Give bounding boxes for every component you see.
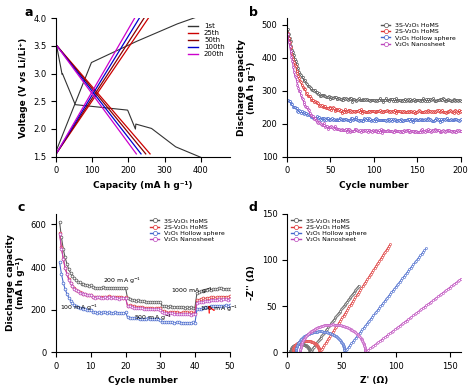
Text: a: a (25, 5, 33, 18)
Legend: 3S-V₂O₅ HoMS, 2S-V₂O₅ HoMS, V₂O₅ Hollow sphere, V₂O₅ Nanosheet: 3S-V₂O₅ HoMS, 2S-V₂O₅ HoMS, V₂O₅ Hollow … (149, 217, 227, 244)
Text: c: c (18, 201, 25, 214)
Text: 100 mA g$^{-1}$: 100 mA g$^{-1}$ (60, 303, 98, 313)
Text: d: d (249, 201, 258, 214)
Y-axis label: Voltage (V vs Li/Li⁺): Voltage (V vs Li/Li⁺) (18, 38, 27, 138)
Text: 200 mA g$^{-1}$: 200 mA g$^{-1}$ (103, 276, 141, 286)
X-axis label: Cycle number: Cycle number (339, 181, 409, 190)
Text: 1000 mA g$^{-1}$: 1000 mA g$^{-1}$ (171, 285, 213, 296)
X-axis label: Cycle number: Cycle number (108, 377, 178, 386)
Text: b: b (249, 5, 258, 18)
X-axis label: Z' (Ω): Z' (Ω) (360, 377, 388, 386)
Legend: 3S-V₂O₅ HoMS, 2S-V₂O₅ HoMS, V₂O₅ Hollow sphere, V₂O₅ Nanosheet: 3S-V₂O₅ HoMS, 2S-V₂O₅ HoMS, V₂O₅ Hollow … (290, 217, 368, 244)
Text: 100 mA g$^{-1}$: 100 mA g$^{-1}$ (200, 303, 238, 314)
Y-axis label: -Z'' (Ω): -Z'' (Ω) (247, 265, 256, 300)
Legend: 1st, 25th, 50th, 100th, 200th: 1st, 25th, 50th, 100th, 200th (187, 22, 226, 59)
Y-axis label: Discharge capacity
(mA h g⁻¹): Discharge capacity (mA h g⁻¹) (237, 39, 256, 136)
Legend: 3S-V₂O₅ HoMS, 2S-V₂O₅ HoMS, V₂O₅ Hollow sphere, V₂O₅ Nanosheet: 3S-V₂O₅ HoMS, 2S-V₂O₅ HoMS, V₂O₅ Hollow … (380, 22, 457, 48)
Text: 500 mA g$^{-1}$: 500 mA g$^{-1}$ (134, 313, 173, 323)
Y-axis label: Discharge capacity
(mA h g⁻¹): Discharge capacity (mA h g⁻¹) (6, 235, 25, 332)
X-axis label: Capacity (mA h g⁻¹): Capacity (mA h g⁻¹) (93, 181, 192, 190)
